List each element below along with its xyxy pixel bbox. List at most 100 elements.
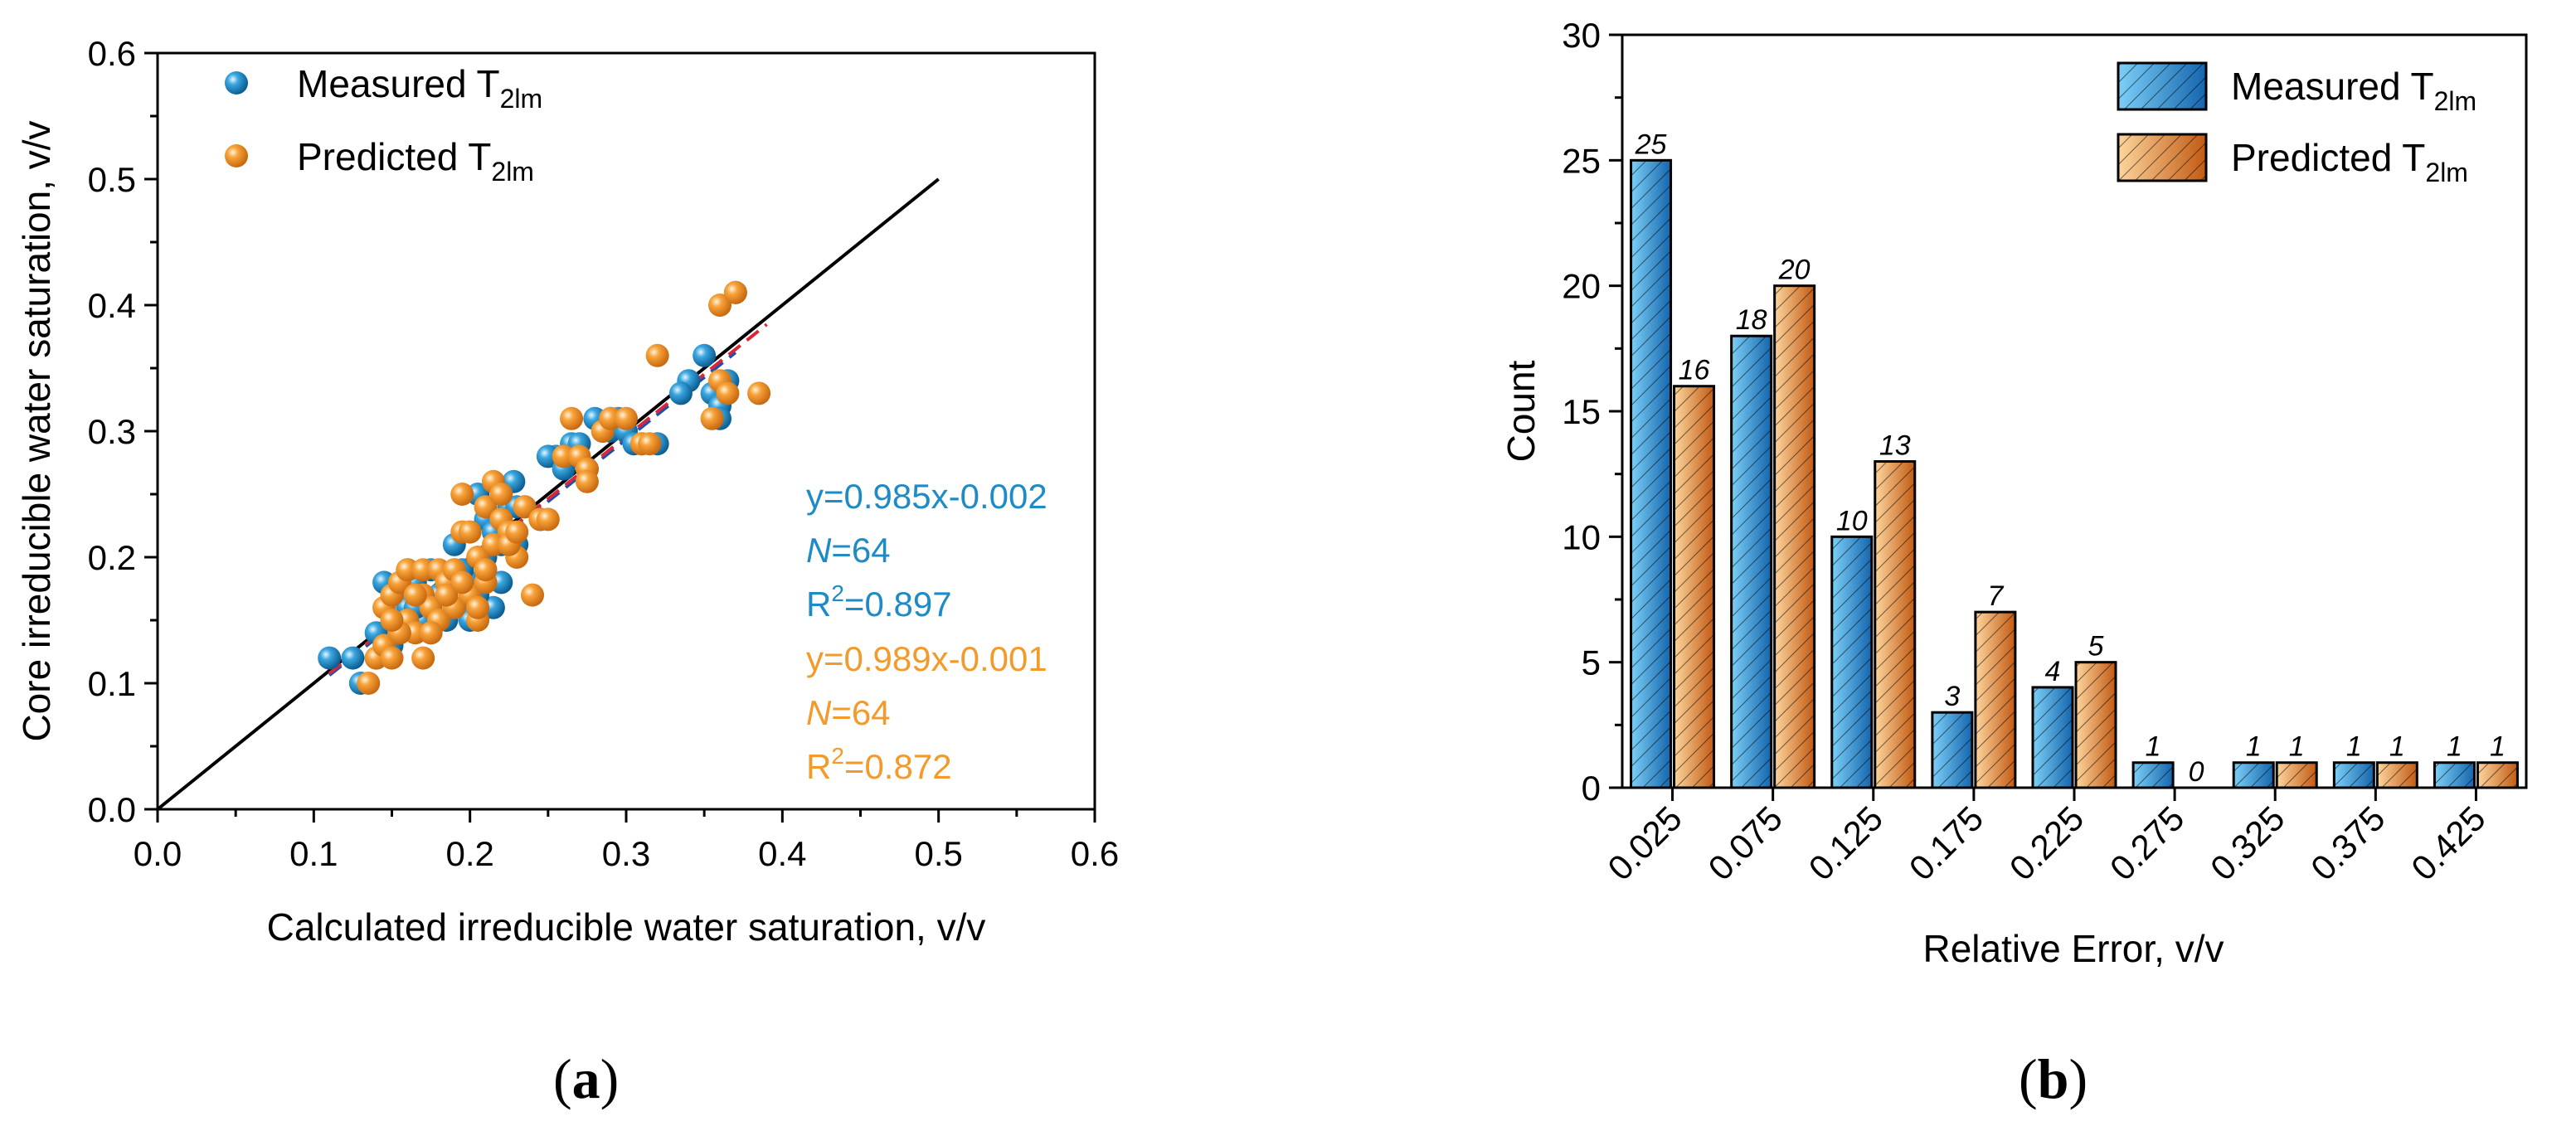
bar-measured-hatch xyxy=(2031,686,2074,789)
scatter-y-tick-label: 0.1 xyxy=(88,664,136,703)
predicted-point xyxy=(708,294,731,317)
bar-legend: Measured T2lm Predicted T2lm xyxy=(2117,61,2476,187)
bar-y-tick-label: 20 xyxy=(1562,267,1601,306)
measured-point xyxy=(318,646,342,670)
predicted-point xyxy=(723,280,747,304)
bar-measured-hatch xyxy=(1931,711,1974,789)
bar-y-tick-label: 30 xyxy=(1562,16,1601,55)
bar-value-label: 20 xyxy=(1778,255,1810,286)
bar-x-tick-label: 0.175 xyxy=(1902,798,1991,888)
legend-swatch-predicted-hatch xyxy=(2117,133,2208,182)
predicted-point xyxy=(521,583,544,607)
bar-x-axis-label: Relative Error, v/v xyxy=(1923,927,2224,970)
predicted-point xyxy=(380,609,404,632)
bar-x-tick-label: 0.425 xyxy=(2403,798,2493,888)
bar-x-tick-label: 0.025 xyxy=(1600,798,1689,888)
predicted-point xyxy=(474,558,498,582)
fit-annotations: y=0.985x-0.002 N=64 R2=0.897 y=0.989x-0.001… xyxy=(806,477,1047,786)
predicted-point xyxy=(505,520,529,544)
scatter-chart: 0.0 0.1 0.2 0.3 0.4 0.5 0.6 0.0 0.1 0.2 0.3 0.4 0.5 0… xyxy=(15,34,1119,949)
bar-measured-hatch xyxy=(2433,761,2476,789)
predicted-point xyxy=(536,507,560,531)
bar-value-label: 7 xyxy=(1987,580,2004,612)
bar-predicted-hatch xyxy=(1673,385,1716,789)
scatter-x-tick-label: 0.5 xyxy=(914,834,962,873)
scatter-y-tick-label: 0.3 xyxy=(88,412,136,451)
predicted-point xyxy=(513,495,537,519)
measured-point xyxy=(668,381,693,405)
legend-marker-measured xyxy=(225,71,248,95)
scatter-y-tick-label: 0.2 xyxy=(88,538,136,577)
bar-x-tick-label: 0.325 xyxy=(2203,798,2292,888)
bar-value-label: 4 xyxy=(2045,656,2061,687)
one-to-one-line xyxy=(156,177,940,811)
scatter-x-tick-label: 0.1 xyxy=(289,834,338,873)
bar-value-label: 1 xyxy=(2289,731,2305,763)
predicted-point xyxy=(466,595,490,619)
fit-equation: y=0.985x-0.002 xyxy=(806,477,1047,516)
bar-x-tick-label: 0.375 xyxy=(2303,798,2393,888)
bar-measured-hatch xyxy=(2131,761,2175,789)
bar-predicted-hatch xyxy=(2375,761,2418,789)
bar-measured-hatch xyxy=(2232,761,2275,789)
predicted-point xyxy=(450,570,474,595)
bar-predicted-hatch xyxy=(2476,761,2519,789)
legend-marker-predicted xyxy=(225,144,248,167)
predicted-point xyxy=(638,432,662,456)
bar-value-label: 1 xyxy=(2346,731,2362,763)
scatter-y-tick-label: 0.0 xyxy=(88,790,136,829)
predicted-point xyxy=(747,381,771,405)
predicted-point xyxy=(575,469,599,493)
bar-value-label: 1 xyxy=(2447,731,2462,763)
scatter-legend: Measured T2lm Predicted T2lm xyxy=(225,62,542,187)
bar-y-tick-label: 10 xyxy=(1562,517,1601,556)
sample-count: N=64 xyxy=(806,693,891,732)
scatter-y-tick-label: 0.4 xyxy=(88,286,136,325)
predicted-point xyxy=(474,495,498,519)
scatter-x-tick-label: 0.0 xyxy=(134,834,182,873)
fit-equation: y=0.989x-0.001 xyxy=(806,639,1047,678)
bar-value-label: 25 xyxy=(1635,129,1667,160)
predicted-point xyxy=(411,646,435,670)
legend-swatch-measured-hatch xyxy=(2117,61,2208,111)
scatter-x-tick-label: 0.6 xyxy=(1071,834,1119,873)
bar-predicted-hatch xyxy=(2074,661,2117,789)
legend-label-measured: Measured T2lm xyxy=(2231,65,2476,116)
bar-measured-hatch xyxy=(1830,535,1874,789)
bar-value-label: 10 xyxy=(1836,505,1868,536)
bar-value-label: 3 xyxy=(1944,681,1960,712)
bar-value-label: 18 xyxy=(1736,304,1767,336)
legend-label-predicted: Predicted T2lm xyxy=(297,135,534,187)
bar-measured-hatch xyxy=(1630,158,1673,789)
bar-x-tick-label: 0.275 xyxy=(2102,798,2192,888)
predicted-point xyxy=(419,621,443,645)
bar-x-tick-label: 0.225 xyxy=(2002,798,2092,888)
scatter-x-tick-label: 0.4 xyxy=(758,834,806,873)
predicted-point xyxy=(380,646,404,670)
measured-point xyxy=(341,646,365,670)
scatter-y-tick-label: 0.5 xyxy=(88,160,136,199)
predicted-point xyxy=(700,406,724,430)
bar-y-tick-label: 15 xyxy=(1562,392,1601,431)
bar-predicted-hatch xyxy=(2275,761,2318,789)
bar-y-tick-label: 5 xyxy=(1582,643,1601,682)
predicted-point xyxy=(458,520,482,544)
bar-value-label: 1 xyxy=(2246,731,2262,763)
scatter-y-tick-label: 0.6 xyxy=(88,34,136,73)
predicted-point xyxy=(435,583,459,607)
bar-value-label: 1 xyxy=(2146,731,2161,763)
scatter-x-tick-label: 0.3 xyxy=(602,834,650,873)
predicted-point xyxy=(403,583,427,607)
predicted-point xyxy=(450,483,474,506)
predicted-point xyxy=(560,406,584,430)
bar-measured-hatch xyxy=(1730,334,1773,789)
bar-y-axis-label: Count xyxy=(1499,360,1543,462)
panel-label-b: (b) xyxy=(2019,1047,2088,1110)
bar-predicted-hatch xyxy=(1874,460,1917,789)
predicted-point xyxy=(357,672,381,695)
r-squared: R2=0.872 xyxy=(806,743,952,786)
measured-point xyxy=(693,343,717,367)
predicted-point xyxy=(645,343,669,367)
